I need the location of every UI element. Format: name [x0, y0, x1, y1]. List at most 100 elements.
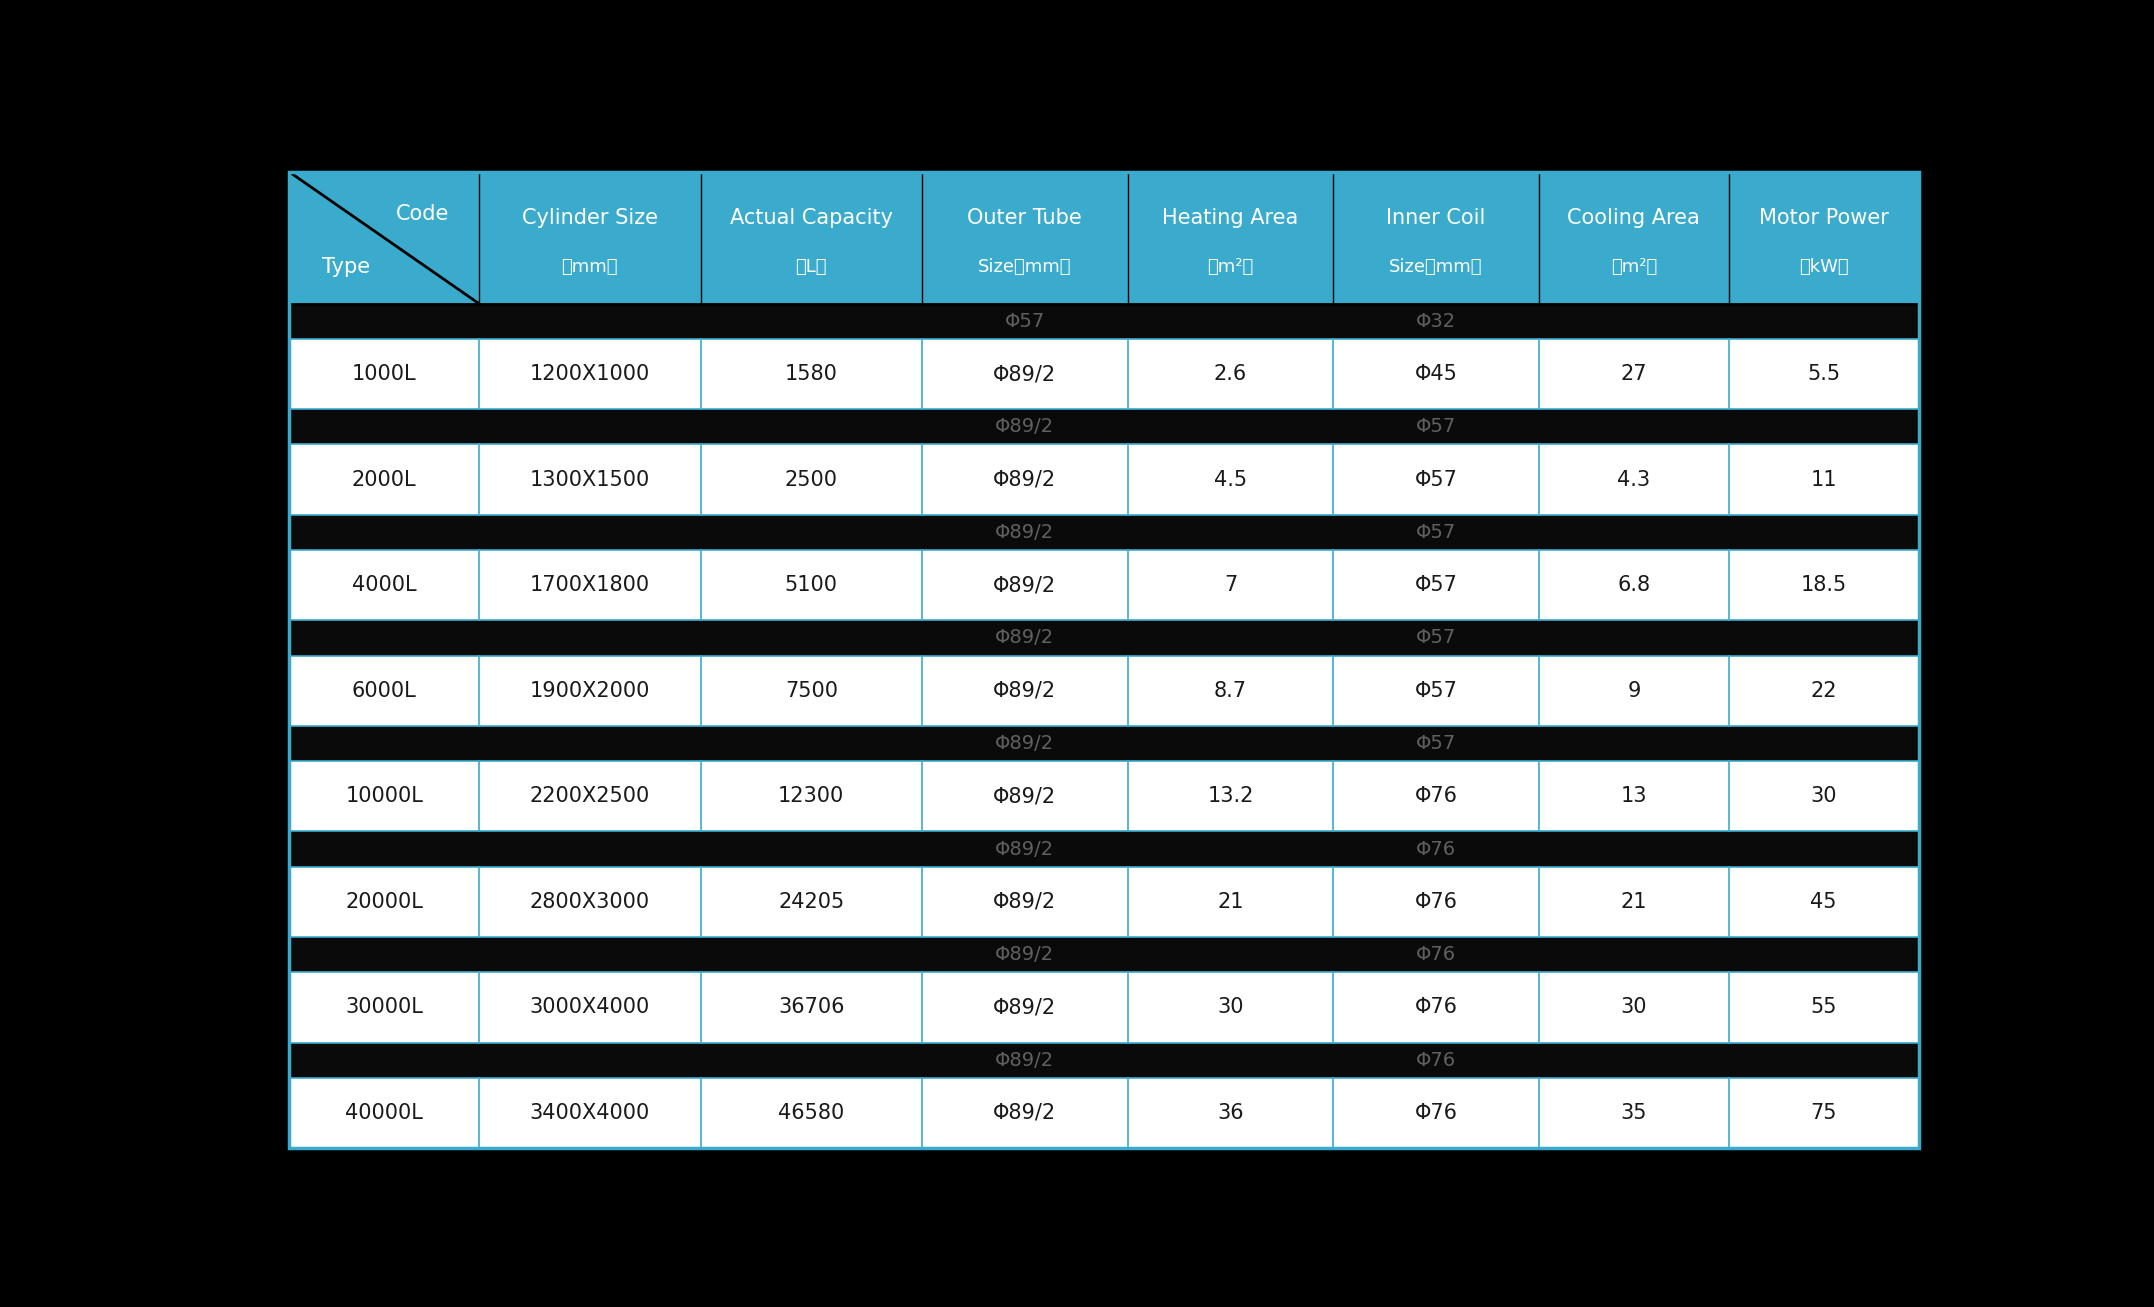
Text: 36: 36 [1217, 1103, 1243, 1123]
Text: Φ76: Φ76 [1415, 997, 1458, 1017]
Text: Φ89/2: Φ89/2 [995, 417, 1055, 437]
Text: 2000L: 2000L [351, 469, 416, 490]
Text: Outer Tube: Outer Tube [967, 208, 1081, 227]
Text: Φ89/2: Φ89/2 [995, 945, 1055, 965]
Bar [1129, 173, 1333, 303]
Text: 1300X1500: 1300X1500 [530, 469, 651, 490]
Text: 1000L: 1000L [351, 365, 416, 384]
Text: 1700X1800: 1700X1800 [530, 575, 651, 595]
Text: 36706: 36706 [778, 997, 844, 1017]
Text: 5100: 5100 [784, 575, 838, 595]
Text: Actual Capacity: Actual Capacity [730, 208, 892, 227]
Text: 30000L: 30000L [345, 997, 422, 1017]
Text: （m²）: （m²） [1611, 257, 1656, 276]
Text: 40000L: 40000L [345, 1103, 422, 1123]
Bar [289, 444, 1919, 515]
Bar [289, 761, 1919, 831]
Bar [289, 550, 1919, 621]
Text: Φ57: Φ57 [1415, 417, 1456, 437]
Text: Φ89/2: Φ89/2 [993, 575, 1055, 595]
Text: 3400X4000: 3400X4000 [530, 1103, 651, 1123]
Text: 18.5: 18.5 [1801, 575, 1846, 595]
Text: Φ57: Φ57 [1415, 681, 1458, 701]
Text: 4000L: 4000L [351, 575, 416, 595]
Bar [1730, 173, 1919, 303]
Bar [922, 173, 1129, 303]
Text: Φ76: Φ76 [1415, 1051, 1456, 1069]
Bar [289, 937, 1919, 972]
Text: 11: 11 [1809, 469, 1837, 490]
Text: 24205: 24205 [778, 891, 844, 912]
Text: Size（mm）: Size（mm） [1389, 257, 1482, 276]
Text: Φ89/2: Φ89/2 [993, 681, 1055, 701]
Text: （kW）: （kW） [1799, 257, 1848, 276]
Text: Φ45: Φ45 [1415, 365, 1458, 384]
Text: Φ89/2: Φ89/2 [993, 891, 1055, 912]
Text: 20000L: 20000L [345, 891, 422, 912]
Text: 21: 21 [1217, 891, 1243, 912]
Text: 2500: 2500 [784, 469, 838, 490]
Text: Cooling Area: Cooling Area [1568, 208, 1700, 227]
Text: 9: 9 [1626, 681, 1641, 701]
Text: 22: 22 [1809, 681, 1837, 701]
Text: 30: 30 [1217, 997, 1243, 1017]
Text: Φ76: Φ76 [1415, 839, 1456, 859]
Text: Motor Power: Motor Power [1758, 208, 1889, 227]
Bar [478, 173, 700, 303]
Text: 1580: 1580 [784, 365, 838, 384]
Text: Φ89/2: Φ89/2 [993, 1103, 1055, 1123]
Text: 12300: 12300 [778, 787, 844, 806]
Bar [289, 621, 1919, 656]
Text: Φ57: Φ57 [1415, 469, 1458, 490]
Bar [1333, 173, 1538, 303]
Text: Φ57: Φ57 [1415, 523, 1456, 542]
Text: 4.3: 4.3 [1618, 469, 1650, 490]
Bar [289, 1043, 1919, 1078]
Text: 21: 21 [1620, 891, 1648, 912]
Text: Φ89/2: Φ89/2 [995, 1051, 1055, 1069]
Text: 45: 45 [1809, 891, 1837, 912]
Bar [289, 303, 1919, 339]
Text: Φ76: Φ76 [1415, 1103, 1458, 1123]
Text: 35: 35 [1620, 1103, 1648, 1123]
Text: Cylinder Size: Cylinder Size [521, 208, 657, 227]
Text: 6.8: 6.8 [1618, 575, 1650, 595]
Text: Φ89/2: Φ89/2 [993, 787, 1055, 806]
Text: 30: 30 [1620, 997, 1648, 1017]
Text: Φ89/2: Φ89/2 [995, 735, 1055, 753]
Text: 7500: 7500 [784, 681, 838, 701]
Text: 5.5: 5.5 [1807, 365, 1840, 384]
Text: 27: 27 [1620, 365, 1648, 384]
Text: 13.2: 13.2 [1206, 787, 1254, 806]
Text: Φ76: Φ76 [1415, 787, 1458, 806]
Text: 2800X3000: 2800X3000 [530, 891, 651, 912]
Text: Size（mm）: Size（mm） [978, 257, 1071, 276]
Text: Type: Type [323, 256, 370, 277]
Text: Φ89/2: Φ89/2 [993, 365, 1055, 384]
Text: Φ76: Φ76 [1415, 945, 1456, 965]
Text: 10000L: 10000L [345, 787, 422, 806]
Text: （m²）: （m²） [1208, 257, 1254, 276]
Text: Φ89/2: Φ89/2 [993, 469, 1055, 490]
Bar [289, 409, 1919, 444]
Bar [289, 1078, 1919, 1148]
Text: Code: Code [396, 204, 448, 223]
Text: 30: 30 [1809, 787, 1837, 806]
Text: 2200X2500: 2200X2500 [530, 787, 651, 806]
Text: Inner Coil: Inner Coil [1387, 208, 1486, 227]
Bar [289, 972, 1919, 1043]
Bar [289, 656, 1919, 725]
Text: Φ76: Φ76 [1415, 891, 1458, 912]
Text: 46580: 46580 [778, 1103, 844, 1123]
Text: （L）: （L） [795, 257, 827, 276]
Text: 2.6: 2.6 [1215, 365, 1247, 384]
Text: 75: 75 [1809, 1103, 1837, 1123]
Text: Φ57: Φ57 [1415, 735, 1456, 753]
Text: 7: 7 [1223, 575, 1236, 595]
Bar [700, 173, 922, 303]
Text: Φ57: Φ57 [1415, 575, 1458, 595]
Text: Φ57: Φ57 [1004, 312, 1045, 331]
Bar [1538, 173, 1730, 303]
Text: （mm）: （mm） [562, 257, 618, 276]
Bar [289, 515, 1919, 550]
